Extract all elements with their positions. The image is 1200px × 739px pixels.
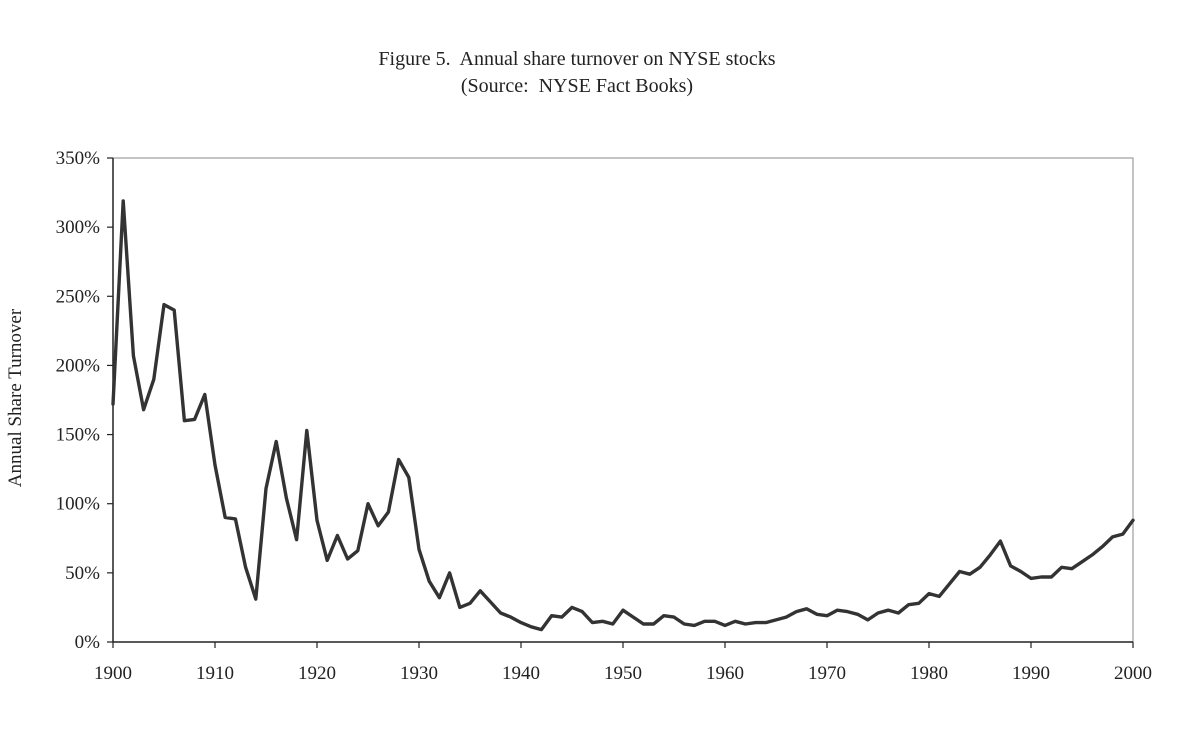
y-tick-label: 0% — [75, 632, 101, 653]
plot-frame — [112, 157, 1134, 643]
chart-title-block: Figure 5. Annual share turnover on NYSE … — [0, 46, 1154, 100]
x-tick-label: 2000 — [1114, 663, 1152, 684]
y-tick-label: 250% — [56, 286, 101, 307]
x-tick-label: 1900 — [94, 663, 132, 684]
x-tick-label: 1920 — [298, 663, 336, 684]
y-tick-label: 200% — [56, 355, 101, 376]
x-tick-label: 1970 — [808, 663, 846, 684]
y-tick-label: 50% — [65, 563, 100, 584]
x-tick-label: 1910 — [196, 663, 234, 684]
y-tick-label: 350% — [56, 148, 101, 169]
x-tick-label: 1980 — [910, 663, 948, 684]
x-tick-label: 1960 — [706, 663, 744, 684]
x-tick-label: 1950 — [604, 663, 642, 684]
x-tick-label: 1940 — [502, 663, 540, 684]
y-tick-label: 300% — [56, 217, 101, 238]
x-tick-label: 1930 — [400, 663, 438, 684]
turnover-series-line — [111, 199, 1135, 632]
chart-title: Figure 5. Annual share turnover on NYSE … — [378, 48, 776, 70]
y-tick-label: 150% — [56, 425, 101, 446]
chart-subtitle: (Source: NYSE Fact Books) — [460, 75, 694, 97]
y-tick-label: 100% — [56, 494, 101, 515]
x-tick-label: 1990 — [1012, 663, 1050, 684]
